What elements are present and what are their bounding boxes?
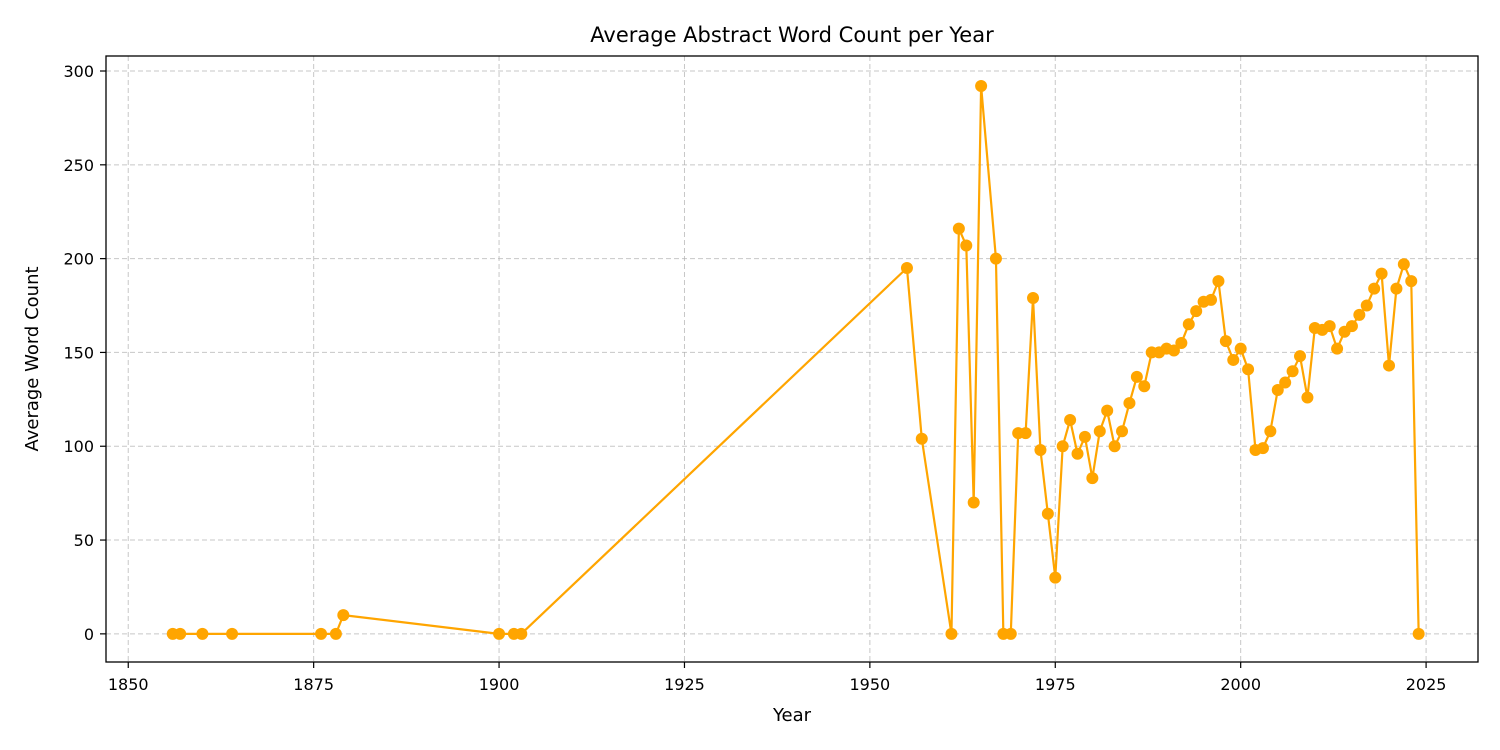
data-point — [1345, 320, 1358, 333]
data-point — [975, 80, 988, 93]
data-point — [1323, 320, 1336, 333]
data-point — [989, 252, 1002, 265]
x-tick-label: 1925 — [664, 675, 705, 694]
data-point — [945, 627, 958, 640]
data-point — [1301, 391, 1314, 404]
data-point — [1175, 337, 1188, 350]
y-tick-label: 150 — [63, 343, 94, 362]
data-point — [1212, 275, 1225, 288]
data-point — [1190, 305, 1203, 318]
data-point — [1360, 299, 1373, 312]
data-point — [493, 627, 506, 640]
data-point — [1279, 376, 1292, 389]
data-point — [1182, 318, 1195, 331]
data-point — [1397, 258, 1410, 271]
data-point — [1256, 442, 1269, 455]
data-point — [1331, 342, 1344, 355]
data-point — [174, 627, 187, 640]
data-point — [1286, 365, 1299, 378]
data-point — [1167, 344, 1180, 357]
data-point — [1412, 627, 1425, 640]
data-point — [329, 627, 342, 640]
grid — [106, 56, 1478, 662]
data-point — [315, 627, 328, 640]
data-point — [1049, 571, 1062, 584]
y-tick-label: 300 — [63, 62, 94, 81]
data-point — [1205, 293, 1218, 306]
data-point — [1071, 447, 1084, 460]
data-point — [196, 627, 209, 640]
data-point — [900, 262, 913, 275]
data-point — [226, 627, 239, 640]
x-axis-title: Year — [772, 705, 812, 726]
data-point — [915, 432, 928, 445]
data-point — [1234, 342, 1247, 355]
x-tick-label: 1875 — [293, 675, 334, 694]
y-axis-title: Average Word Count — [22, 266, 43, 451]
y-axis: 0 50 100 150 200 250 300 — [63, 62, 106, 644]
data-point — [1116, 425, 1129, 438]
data-point — [1368, 282, 1381, 295]
data-point — [1271, 383, 1284, 396]
data-point — [1130, 370, 1143, 383]
y-tick-label: 50 — [74, 531, 94, 550]
data-point — [1294, 350, 1307, 363]
data-point — [1375, 267, 1388, 280]
data-point — [515, 627, 528, 640]
data-point — [967, 496, 980, 509]
x-tick-label: 1850 — [108, 675, 149, 694]
data-point — [1034, 443, 1047, 456]
data-point — [1138, 380, 1151, 393]
data-point — [1027, 292, 1040, 305]
data-point — [960, 239, 973, 252]
data-point — [1390, 282, 1403, 295]
x-tick-label: 2000 — [1220, 675, 1261, 694]
plot-frame — [105, 55, 1479, 663]
y-tick-label: 200 — [63, 250, 94, 269]
data-point — [1101, 404, 1114, 417]
data-point — [1242, 363, 1255, 376]
data-point — [1019, 427, 1032, 440]
y-tick-label: 250 — [63, 156, 94, 175]
data-point — [952, 222, 965, 235]
data-point — [1123, 397, 1136, 410]
data-point — [1227, 353, 1240, 366]
data-point — [1041, 507, 1054, 520]
data-point — [1383, 359, 1396, 372]
x-axis: 1850 1875 1900 1925 1950 1975 2000 2025 — [108, 662, 1447, 694]
chart-title: Average Abstract Word Count per Year — [590, 23, 994, 47]
data-point — [1405, 275, 1418, 288]
x-tick-label: 1950 — [850, 675, 891, 694]
data-point — [1108, 440, 1121, 453]
data-point — [1086, 472, 1099, 485]
data-point — [1064, 413, 1077, 426]
data-point — [337, 609, 350, 622]
data-point — [1093, 425, 1106, 438]
data-point — [1353, 308, 1366, 321]
data-point — [1004, 627, 1017, 640]
data-point — [1264, 425, 1277, 438]
y-tick-label: 0 — [84, 625, 94, 644]
x-tick-label: 1900 — [479, 675, 520, 694]
data-point — [1078, 430, 1091, 443]
data-point — [1219, 335, 1232, 348]
y-tick-label: 100 — [63, 437, 94, 456]
x-tick-label: 1975 — [1035, 675, 1076, 694]
data-point — [1056, 440, 1069, 453]
series-layer — [166, 80, 1425, 640]
x-tick-label: 2025 — [1406, 675, 1447, 694]
